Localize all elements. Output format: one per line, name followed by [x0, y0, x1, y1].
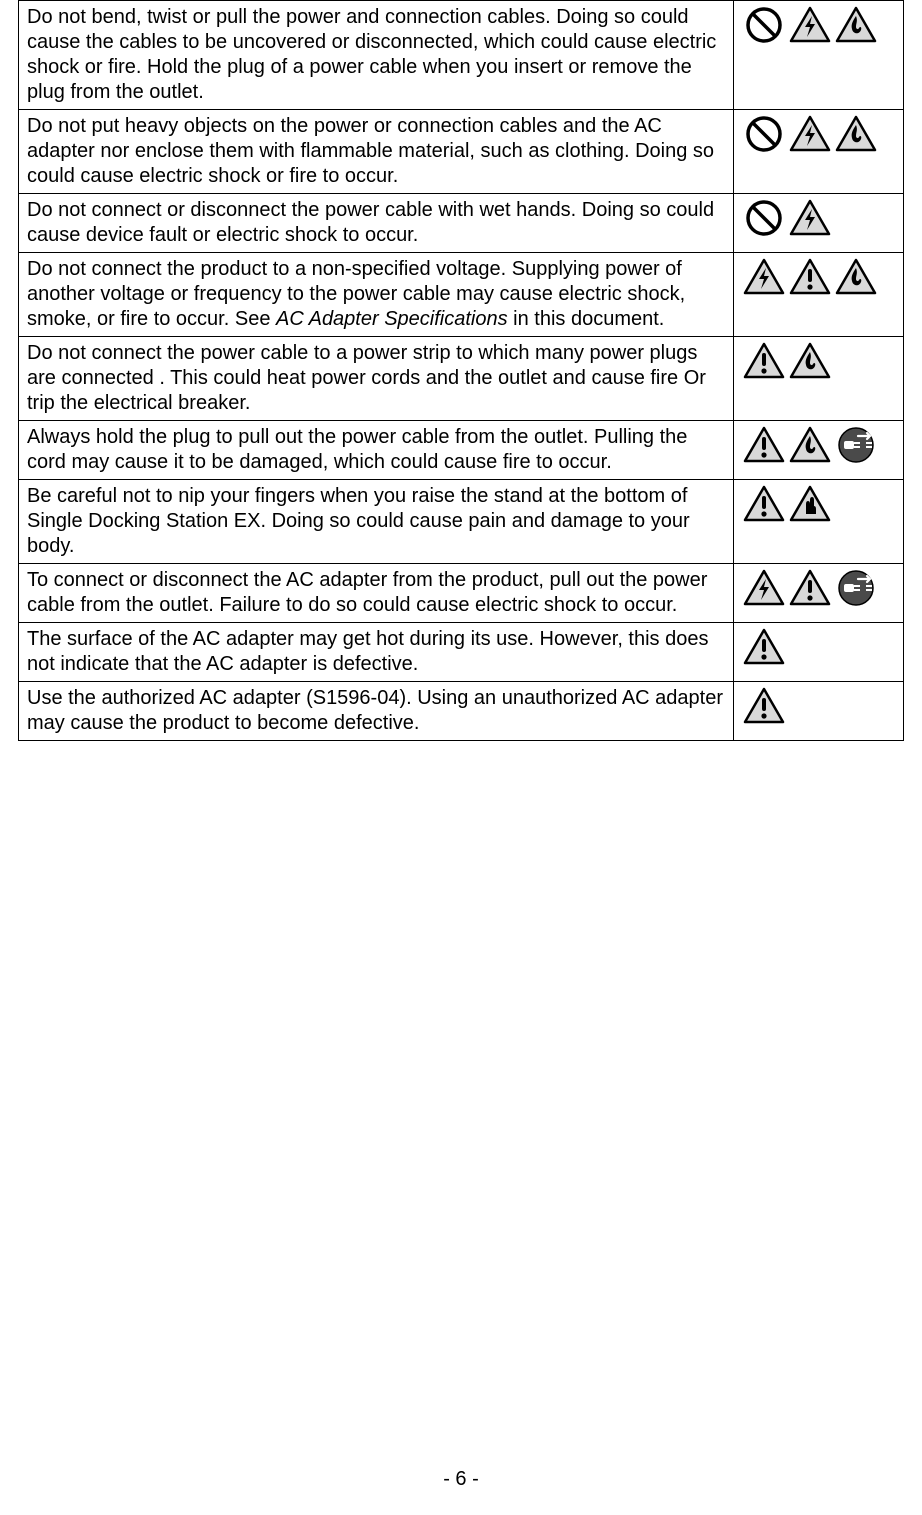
- warning-text: Use the authorized AC adapter (S1596-04)…: [19, 682, 734, 741]
- caution-warn-icon: [742, 341, 786, 381]
- caution-warn-icon: [742, 686, 786, 726]
- fire-warn-icon: [788, 341, 832, 381]
- warning-icons: [734, 194, 904, 253]
- warning-text: Do not connect the product to a non-spec…: [19, 253, 734, 337]
- table-row: Use the authorized AC adapter (S1596-04)…: [19, 682, 904, 741]
- table-row: To connect or disconnect the AC adapter …: [19, 564, 904, 623]
- caution-warn-icon: [788, 568, 832, 608]
- table-row: Do not connect or disconnect the power c…: [19, 194, 904, 253]
- warning-text: To connect or disconnect the AC adapter …: [19, 564, 734, 623]
- fire-warn-icon: [834, 114, 878, 154]
- warning-text: Be careful not to nip your fingers when …: [19, 480, 734, 564]
- table-row: Do not bend, twist or pull the power and…: [19, 1, 904, 110]
- warning-text: Do not put heavy objects on the power or…: [19, 110, 734, 194]
- shock-warn-icon: [742, 568, 786, 608]
- unplug-action-icon: [834, 568, 878, 608]
- fire-warn-icon: [788, 425, 832, 465]
- warning-text: Do not connect the power cable to a powe…: [19, 337, 734, 421]
- table-row: Always hold the plug to pull out the pow…: [19, 421, 904, 480]
- warning-text: The surface of the AC adapter may get ho…: [19, 623, 734, 682]
- caution-warn-icon: [788, 257, 832, 297]
- table-row: The surface of the AC adapter may get ho…: [19, 623, 904, 682]
- prohibit-icon: [742, 198, 786, 238]
- shock-warn-icon: [788, 114, 832, 154]
- table-row: Do not put heavy objects on the power or…: [19, 110, 904, 194]
- table-row: Do not connect the product to a non-spec…: [19, 253, 904, 337]
- warning-icons: [734, 110, 904, 194]
- warning-icons: [734, 682, 904, 741]
- caution-warn-icon: [742, 425, 786, 465]
- warning-icons: [734, 1, 904, 110]
- caution-warn-icon: [742, 627, 786, 667]
- warning-text: Do not connect or disconnect the power c…: [19, 194, 734, 253]
- fire-warn-icon: [834, 5, 878, 45]
- warnings-table: Do not bend, twist or pull the power and…: [18, 0, 904, 741]
- warning-icons: [734, 564, 904, 623]
- caution-warn-icon: [742, 484, 786, 524]
- prohibit-icon: [742, 5, 786, 45]
- warnings-tbody: Do not bend, twist or pull the power and…: [19, 1, 904, 741]
- unplug-action-icon: [834, 425, 878, 465]
- prohibit-icon: [742, 114, 786, 154]
- warning-text: Always hold the plug to pull out the pow…: [19, 421, 734, 480]
- warning-icons: [734, 623, 904, 682]
- warning-text: Do not bend, twist or pull the power and…: [19, 1, 734, 110]
- warning-icons: [734, 253, 904, 337]
- shock-warn-icon: [788, 198, 832, 238]
- warning-icons: [734, 337, 904, 421]
- table-row: Do not connect the power cable to a powe…: [19, 337, 904, 421]
- pinch-warn-icon: [788, 484, 832, 524]
- page-number: - 6 -: [0, 1468, 922, 1491]
- fire-warn-icon: [834, 257, 878, 297]
- document-page: Do not bend, twist or pull the power and…: [0, 0, 922, 1515]
- shock-warn-icon: [742, 257, 786, 297]
- warning-icons: [734, 421, 904, 480]
- warning-icons: [734, 480, 904, 564]
- shock-warn-icon: [788, 5, 832, 45]
- table-row: Be careful not to nip your fingers when …: [19, 480, 904, 564]
